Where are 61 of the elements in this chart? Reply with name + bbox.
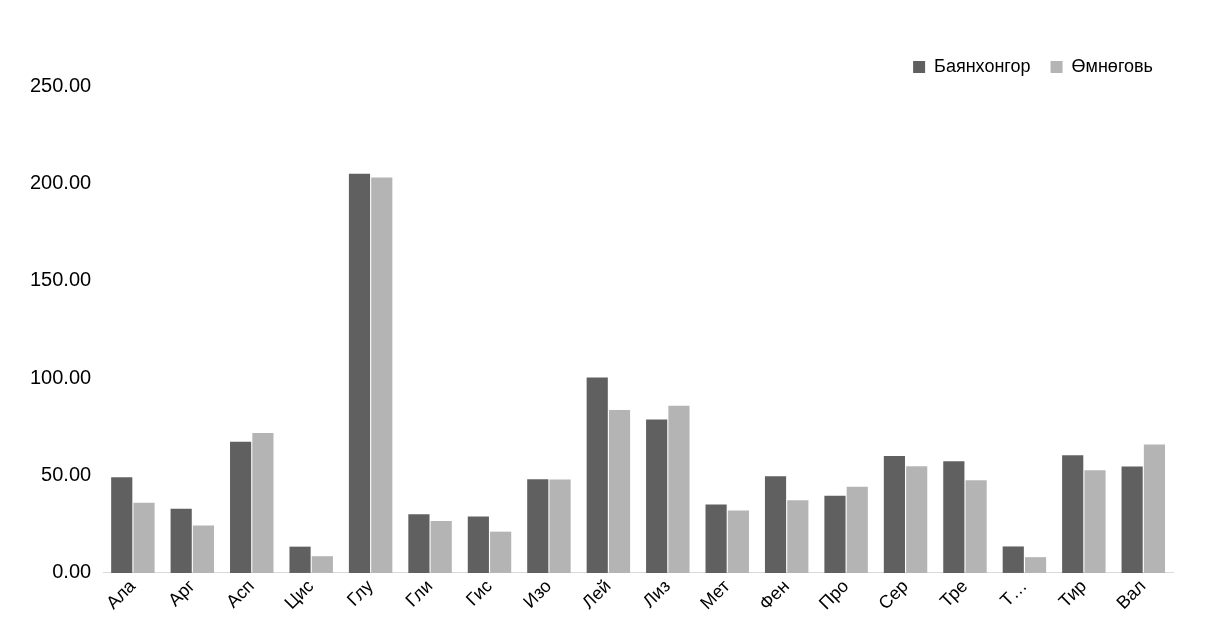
bar <box>549 479 571 573</box>
bar <box>230 441 252 573</box>
x-tick-label: Тре <box>935 575 972 612</box>
x-tick-label: Арг <box>164 575 199 611</box>
legend-label: Баянхонгор <box>934 55 1031 76</box>
bar <box>1002 546 1024 573</box>
bar <box>764 476 787 573</box>
bar <box>1143 444 1166 573</box>
y-tick-label: 200.00 <box>30 170 92 193</box>
bar <box>430 520 452 573</box>
x-tick-label: Изо <box>519 575 556 612</box>
bar <box>824 495 846 573</box>
bar <box>668 405 690 573</box>
bar <box>170 508 192 573</box>
x-tick-label: Тир <box>1054 575 1091 612</box>
x-tick-label: Ала <box>102 575 140 613</box>
bar <box>608 410 631 573</box>
bar <box>311 556 333 573</box>
bar <box>646 419 668 573</box>
y-tick-label: 250.00 <box>30 73 92 96</box>
x-tick-label: Мет <box>696 575 734 614</box>
bar <box>846 486 868 573</box>
bar <box>490 531 512 573</box>
bar <box>906 466 928 573</box>
bar <box>705 504 727 573</box>
x-tick-label: Т… <box>996 575 1031 611</box>
bar <box>111 477 133 573</box>
bar <box>289 546 311 573</box>
x-tick-label: Цис <box>280 575 318 613</box>
x-tick-label: Сер <box>874 575 912 614</box>
y-tick-label: 100.00 <box>30 365 92 388</box>
bar <box>1121 466 1143 573</box>
bar <box>1024 557 1047 573</box>
bar <box>192 525 215 573</box>
legend-label: Өмнөговь <box>1071 55 1153 76</box>
x-tick-label: Гли <box>401 575 437 611</box>
y-tick-label: 50.00 <box>41 463 92 486</box>
bar <box>1062 455 1084 573</box>
y-tick-label: 0.00 <box>52 560 92 583</box>
bar <box>527 479 549 573</box>
bar <box>943 461 965 573</box>
bar <box>883 456 905 573</box>
bar <box>371 177 393 573</box>
bar <box>467 516 489 573</box>
bar <box>1084 470 1106 573</box>
bar <box>133 502 155 573</box>
bar <box>586 377 608 573</box>
bar <box>408 514 430 573</box>
y-tick-label: 150.00 <box>30 268 92 291</box>
bar <box>965 480 987 573</box>
x-tick-label: Вал <box>1112 575 1150 613</box>
x-tick-label: Гис <box>462 575 496 610</box>
x-tick-label: Фен <box>755 575 794 614</box>
x-tick-label: Про <box>815 575 853 614</box>
bar <box>348 173 371 573</box>
bar <box>252 433 274 573</box>
x-tick-label: Лиз <box>638 575 675 612</box>
x-tick-label: Асп <box>222 575 259 612</box>
bar <box>787 500 809 573</box>
x-tick-label: Глу <box>342 575 377 610</box>
bar <box>727 510 749 573</box>
